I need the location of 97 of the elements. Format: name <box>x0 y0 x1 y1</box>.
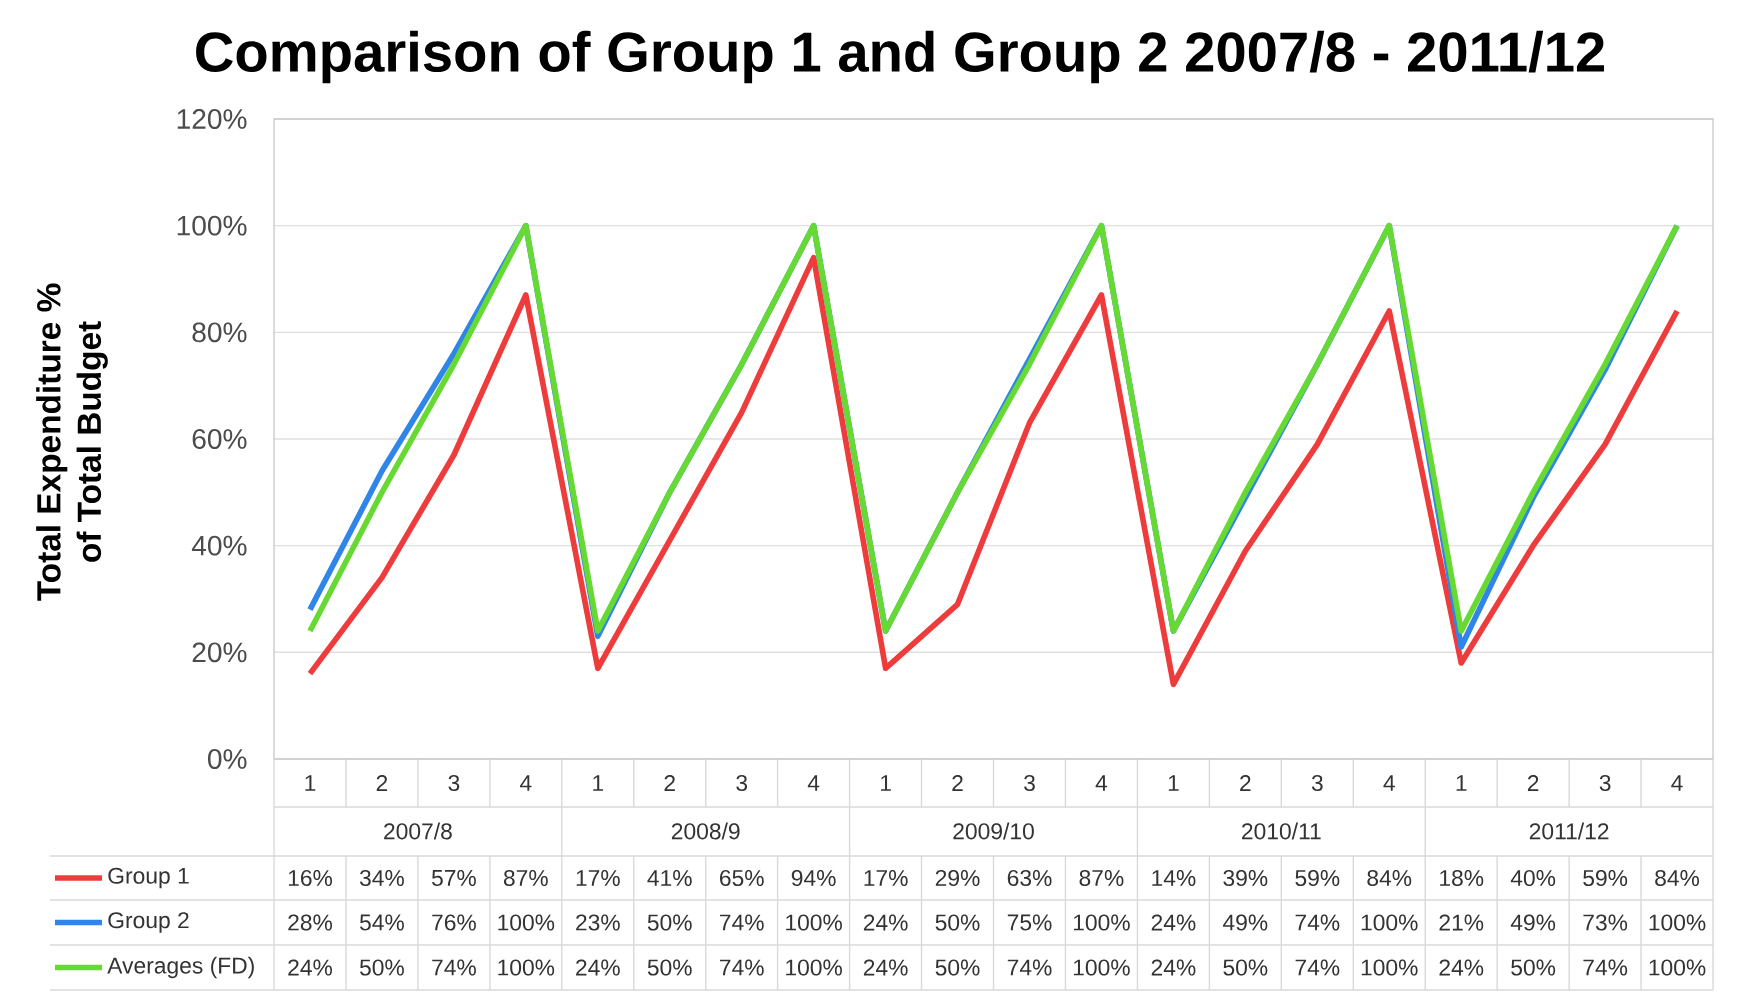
data-label: 50% <box>647 914 692 931</box>
data-label: 24% <box>1439 959 1484 976</box>
text: 2009/10 <box>953 822 1034 840</box>
data-label: 74% <box>720 914 764 931</box>
data-label: 73% <box>1583 914 1628 931</box>
data-label: 54% <box>359 914 404 931</box>
data-label: 100% <box>498 914 555 931</box>
data-label: 75% <box>1007 914 1052 931</box>
x-tick-label: 1 <box>1456 775 1467 791</box>
data-label: 23% <box>576 914 620 931</box>
data-label: 21% <box>1439 914 1484 931</box>
x-tick-label: 3 <box>1024 774 1035 792</box>
data-label: 50% <box>1223 959 1268 976</box>
data-label: 100% <box>1649 959 1706 976</box>
x-tick-label: 3 <box>448 774 460 792</box>
data-label: 74% <box>1295 959 1340 976</box>
x-tick-label: 1 <box>305 775 316 791</box>
data-label: 87% <box>503 869 548 887</box>
legend-label: Group 2 <box>108 912 189 933</box>
data-label: 84% <box>1655 869 1700 887</box>
data-label: 18% <box>1440 869 1484 887</box>
data-label: 59% <box>1295 869 1340 887</box>
data-label: 28% <box>288 914 333 931</box>
x-tick-label: 2 <box>1527 775 1539 791</box>
chart-title: Comparison of Group 1 and Group 2 2007/8 - 2011/12 <box>196 30 1605 84</box>
data-label: 29% <box>935 869 980 887</box>
data-label: 84% <box>1367 869 1412 887</box>
legend-label: Averages (FD) <box>107 956 254 979</box>
data-label: 17% <box>576 870 620 886</box>
data-label: 24% <box>863 959 908 976</box>
data-label: 100% <box>1361 914 1418 931</box>
y-tick-label: 60% <box>192 429 247 449</box>
data-label: 74% <box>720 959 764 976</box>
text: 2008/9 <box>671 822 740 840</box>
data-label: 57% <box>431 869 476 887</box>
data-label: 100% <box>1361 959 1418 976</box>
x-tick-label: 4 <box>807 775 820 791</box>
data-label: 94% <box>791 869 836 887</box>
data-label: 100% <box>1649 914 1706 931</box>
data-label: 76% <box>432 914 476 931</box>
x-tick-label: 2 <box>376 775 388 791</box>
data-label: 59% <box>1583 869 1628 887</box>
data-label: 74% <box>1295 914 1340 931</box>
x-tick-label: 2 <box>1240 775 1251 791</box>
x-tick-label: 1 <box>1168 775 1179 791</box>
y-axis-title: Total Expenditure % of Total Budget <box>36 283 108 601</box>
data-label: 24% <box>863 914 908 931</box>
data-label: 74% <box>1583 959 1628 976</box>
data-label: 24% <box>576 959 620 976</box>
y-tick-label: 80% <box>192 322 247 343</box>
x-tick-label: 4 <box>1671 775 1683 791</box>
x-tick-label: 4 <box>1383 775 1395 791</box>
data-label: 100% <box>786 959 842 976</box>
x-tick-label: 1 <box>593 775 604 791</box>
data-label: 50% <box>359 959 404 976</box>
data-label: 16% <box>288 869 333 887</box>
data-label: 24% <box>1151 959 1196 976</box>
data-label: 50% <box>1511 959 1556 976</box>
x-tick-label: 3 <box>1311 774 1323 792</box>
data-label: 74% <box>432 959 476 976</box>
data-label: 49% <box>1510 914 1556 931</box>
data-label: 24% <box>288 959 333 976</box>
data-label: 87% <box>1079 869 1124 887</box>
legend-label: Group 1 <box>108 867 189 889</box>
data-label: 24% <box>1151 914 1196 931</box>
y-tick-label: 40% <box>191 535 247 556</box>
text: 2007/8 <box>384 822 452 840</box>
y-tick-label: 20% <box>192 642 247 663</box>
data-label: 100% <box>1073 959 1130 976</box>
data-label: 74% <box>1007 959 1052 976</box>
data-label: 17% <box>864 870 908 886</box>
y-tick-label: 0% <box>208 749 247 769</box>
data-label: 41% <box>647 870 692 886</box>
y-tick-label: 100% <box>177 215 247 236</box>
data-label: 14% <box>1152 870 1196 886</box>
x-tick-label: 1 <box>881 775 891 791</box>
data-label: 39% <box>1223 869 1268 887</box>
x-tick-label: 4 <box>520 775 532 791</box>
y-tick-label: 120% <box>177 109 247 129</box>
text: 2011/12 <box>1529 822 1609 840</box>
data-label: 34% <box>359 869 404 887</box>
data-label: 100% <box>498 959 555 976</box>
data-label: 40% <box>1510 869 1556 887</box>
data-label: 50% <box>935 914 980 931</box>
x-tick-label: 3 <box>736 774 748 792</box>
x-tick-label: 2 <box>664 775 675 791</box>
x-tick-label: 2 <box>952 775 963 791</box>
data-label: 50% <box>647 959 692 976</box>
data-label: 65% <box>720 869 764 887</box>
data-label: 100% <box>1073 914 1130 931</box>
data-label: 49% <box>1223 914 1268 931</box>
data-label: 50% <box>935 959 980 976</box>
x-tick-label: 4 <box>1095 775 1108 791</box>
data-label: 63% <box>1007 869 1052 887</box>
text: 2010/11 <box>1242 822 1321 840</box>
x-tick-label: 3 <box>1599 774 1611 792</box>
data-label: 100% <box>786 914 842 931</box>
